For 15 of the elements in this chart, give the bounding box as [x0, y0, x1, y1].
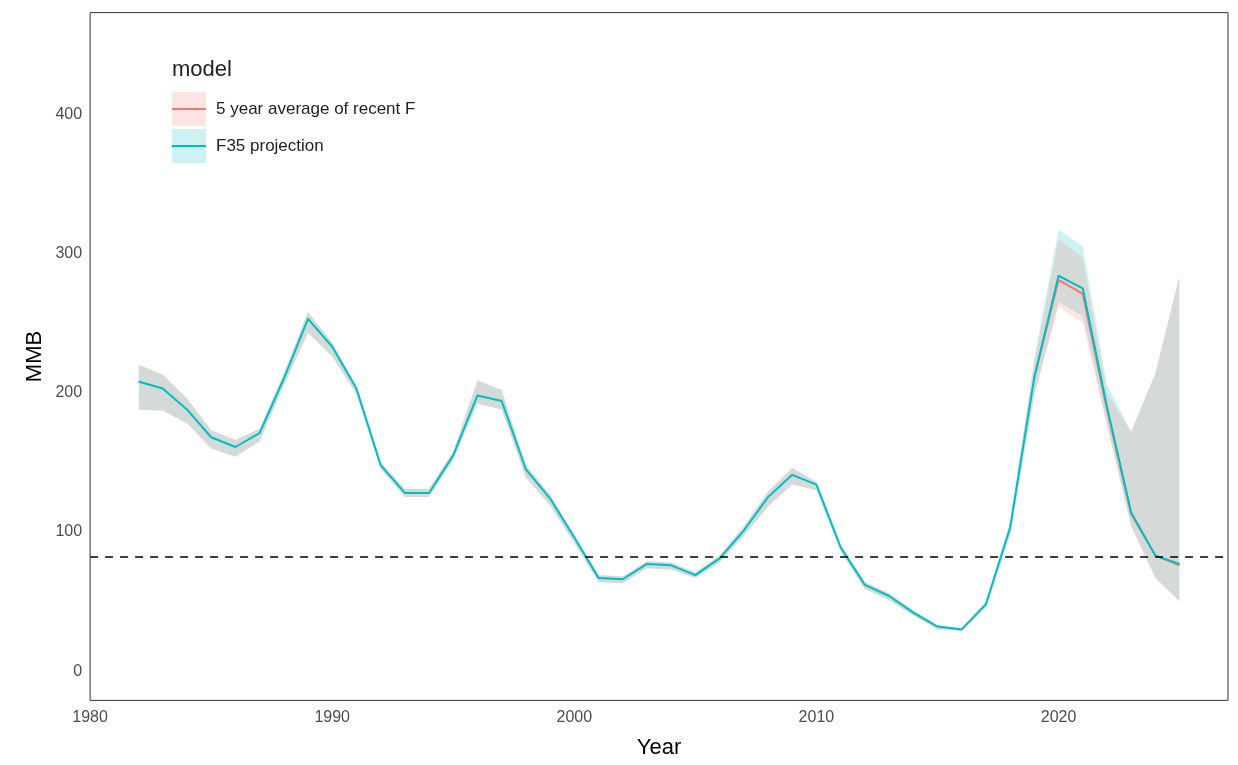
y-axis-title: MMB — [21, 330, 47, 383]
y-tick-label: 400 — [55, 104, 83, 122]
x-tick-label: 2020 — [1040, 708, 1077, 726]
y-tick-label: 0 — [73, 661, 83, 679]
y-tick-label: 200 — [55, 383, 83, 401]
legend-title: model — [172, 56, 233, 82]
y-tick-label: 300 — [55, 243, 83, 261]
x-tick-label: 2010 — [798, 708, 835, 726]
legend-label: 5 year average of recent F — [216, 98, 416, 119]
y-tick-label: 100 — [55, 522, 83, 540]
x-tick-label: 2000 — [556, 708, 593, 726]
x-axis-title: Year — [636, 733, 682, 759]
legend-label: F35 projection — [216, 135, 324, 156]
x-tick-label: 1990 — [314, 708, 351, 726]
x-tick-label: 1980 — [72, 708, 108, 726]
